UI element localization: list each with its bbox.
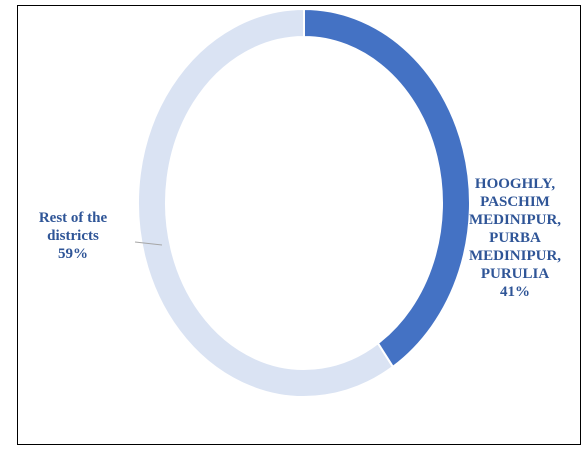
donut-slice xyxy=(303,7,471,369)
donut-slice xyxy=(137,7,395,398)
value-label: 59% xyxy=(58,246,88,262)
category-label: HOOGHLY, PASCHIM MEDINIPUR, PURBA MEDINI… xyxy=(468,176,562,282)
category-label: Rest of the districts xyxy=(38,210,108,244)
chart-frame xyxy=(17,5,581,445)
value-label: 41% xyxy=(500,284,530,300)
data-label: HOOGHLY, PASCHIM MEDINIPUR, PURBA MEDINI… xyxy=(459,175,571,301)
leader-line xyxy=(134,241,163,246)
data-label: Rest of the districts 59% xyxy=(17,209,129,263)
